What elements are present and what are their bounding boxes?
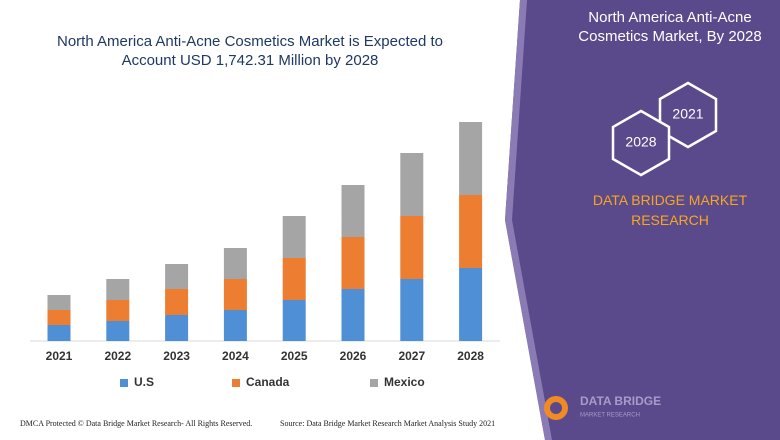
bar-segment bbox=[223, 310, 247, 341]
logo-icon bbox=[550, 402, 562, 414]
bar-segment bbox=[223, 279, 247, 310]
bar-segment bbox=[106, 300, 130, 321]
bar-segment bbox=[341, 289, 365, 341]
x-tick-label: 2023 bbox=[163, 349, 190, 363]
hexagon bbox=[658, 81, 718, 149]
bar-segment bbox=[341, 237, 365, 289]
x-tick-label: 2021 bbox=[46, 349, 73, 363]
hexagon bbox=[611, 109, 671, 177]
hex-label: 2028 bbox=[625, 134, 656, 150]
bar-segment bbox=[165, 315, 189, 341]
hex-label: 2021 bbox=[672, 106, 703, 122]
bar-segment bbox=[106, 321, 130, 341]
bar-segment bbox=[47, 325, 71, 341]
bar-segment bbox=[165, 289, 189, 315]
bar-segment bbox=[400, 216, 424, 279]
brand: DATA BRIDGE MARKET RESEARCH bbox=[592, 192, 748, 228]
legend-swatch bbox=[370, 379, 378, 387]
logo-name: DATA BRIDGE bbox=[580, 394, 661, 408]
panel-heading: North America Anti-Acne Cosmetics Market… bbox=[578, 9, 762, 45]
x-tick-label: 2028 bbox=[457, 349, 484, 363]
bar-segment bbox=[459, 268, 483, 341]
x-tick-label: 2024 bbox=[222, 349, 249, 363]
bar-segment bbox=[282, 258, 306, 300]
bar-segment bbox=[459, 122, 483, 195]
x-tick-label: 2027 bbox=[398, 349, 425, 363]
x-tick-label: 2026 bbox=[340, 349, 367, 363]
bar-segment bbox=[106, 279, 130, 300]
panel-edge bbox=[505, 0, 552, 440]
footer-left: DMCA Protected © Data Bridge Market Rese… bbox=[20, 419, 253, 428]
legend-label: Mexico bbox=[384, 375, 425, 389]
bar-segment bbox=[400, 279, 424, 341]
bar-segment bbox=[47, 310, 71, 325]
bar-segment bbox=[459, 195, 483, 268]
bar-segment bbox=[282, 216, 306, 258]
bar-segment bbox=[165, 264, 189, 289]
legend-label: Canada bbox=[246, 375, 290, 389]
legend-swatch bbox=[232, 379, 240, 387]
bar-segment bbox=[223, 248, 247, 279]
chart-title: North America Anti-Acne Cosmetics Market… bbox=[57, 33, 443, 69]
bar-segment bbox=[47, 295, 71, 310]
legend-swatch bbox=[120, 379, 128, 387]
x-tick-label: 2025 bbox=[281, 349, 308, 363]
legend-label: U.S bbox=[134, 375, 154, 389]
footer-right: Source: Data Bridge Market Research Mark… bbox=[280, 419, 496, 428]
x-tick-label: 2022 bbox=[104, 349, 131, 363]
bar-segment bbox=[400, 153, 424, 216]
bar-segment bbox=[282, 300, 306, 341]
logo-tagline: MARKET RESEARCH bbox=[580, 413, 640, 419]
bar-segment bbox=[341, 185, 365, 237]
